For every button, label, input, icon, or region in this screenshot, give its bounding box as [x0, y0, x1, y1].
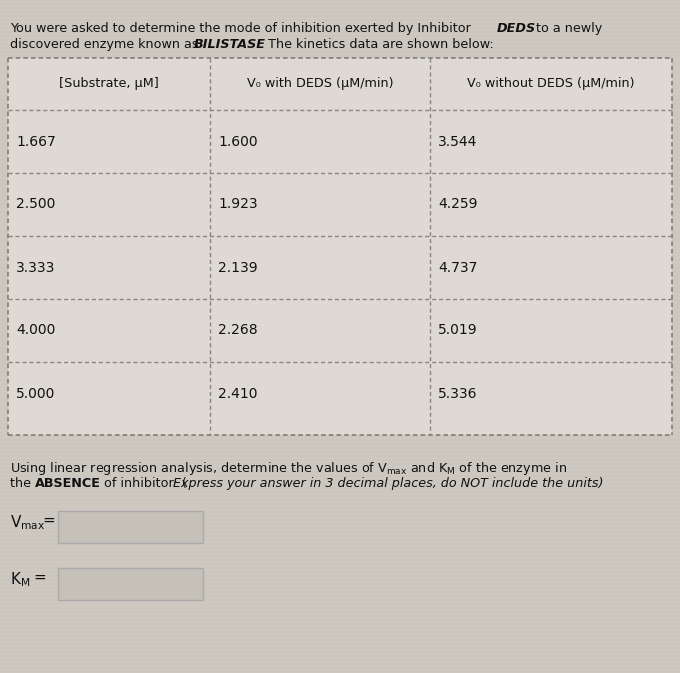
Bar	[58, 568, 203, 600]
Text: 1.667: 1.667	[16, 135, 56, 149]
Text: BILISTASE: BILISTASE	[194, 38, 266, 51]
Text: =: =	[33, 570, 46, 585]
Text: Express your answer in 3 decimal places, do NOT include the units): Express your answer in 3 decimal places,…	[173, 477, 604, 490]
Text: of inhibitor: (: of inhibitor: (	[100, 477, 187, 490]
Text: 2.410: 2.410	[218, 386, 258, 400]
Text: 5.000: 5.000	[16, 386, 55, 400]
Text: 3.544: 3.544	[438, 135, 477, 149]
Text: 1.923: 1.923	[218, 197, 258, 211]
Text: V$_\mathrm{max}$: V$_\mathrm{max}$	[10, 513, 46, 532]
Bar	[58, 511, 203, 543]
Text: 5.019: 5.019	[438, 324, 477, 337]
Text: 3.333: 3.333	[16, 260, 55, 275]
Text: DEDS: DEDS	[497, 22, 536, 35]
Text: the: the	[10, 477, 35, 490]
Bar	[8, 58, 672, 435]
Text: [Substrate, μM]: [Substrate, μM]	[59, 77, 159, 90]
Text: 2.500: 2.500	[16, 197, 55, 211]
Text: Using linear regression analysis, determine the values of V$_\mathrm{max}$ and K: Using linear regression analysis, determ…	[10, 460, 567, 477]
Text: =: =	[42, 513, 55, 528]
Text: 5.336: 5.336	[438, 386, 477, 400]
Text: 4.259: 4.259	[438, 197, 477, 211]
Text: 4.000: 4.000	[16, 324, 55, 337]
Text: . The kinetics data are shown below:: . The kinetics data are shown below:	[260, 38, 494, 51]
Text: ABSENCE: ABSENCE	[35, 477, 101, 490]
Text: K$_\mathrm{M}$: K$_\mathrm{M}$	[10, 570, 31, 589]
Text: to a newly: to a newly	[532, 22, 602, 35]
Text: discovered enzyme known as: discovered enzyme known as	[10, 38, 203, 51]
Text: 2.268: 2.268	[218, 324, 258, 337]
Text: You were asked to determine the mode of inhibition exerted by Inhibitor: You were asked to determine the mode of …	[10, 22, 475, 35]
Text: 4.737: 4.737	[438, 260, 477, 275]
Text: V₀ with DEDS (μM/min): V₀ with DEDS (μM/min)	[247, 77, 393, 90]
Text: V₀ without DEDS (μM/min): V₀ without DEDS (μM/min)	[467, 77, 634, 90]
Text: 1.600: 1.600	[218, 135, 258, 149]
Text: 2.139: 2.139	[218, 260, 258, 275]
